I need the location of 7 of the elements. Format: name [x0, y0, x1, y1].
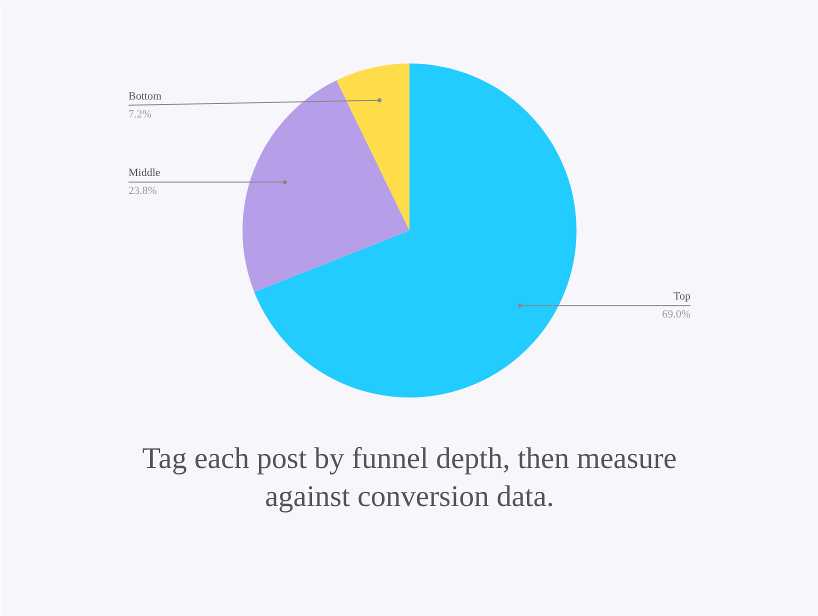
- slice-label: Bottom: [128, 90, 162, 102]
- data-label: 69.0%: [662, 308, 691, 321]
- slice-label: Middle: [128, 167, 160, 180]
- slice-label: Top: [674, 290, 691, 303]
- data-label: 7.2%: [128, 108, 152, 120]
- text: Tag each post by funnel depth, then measure against conversion data.: [142, 442, 677, 513]
- data-label: 23.8%: [128, 185, 157, 198]
